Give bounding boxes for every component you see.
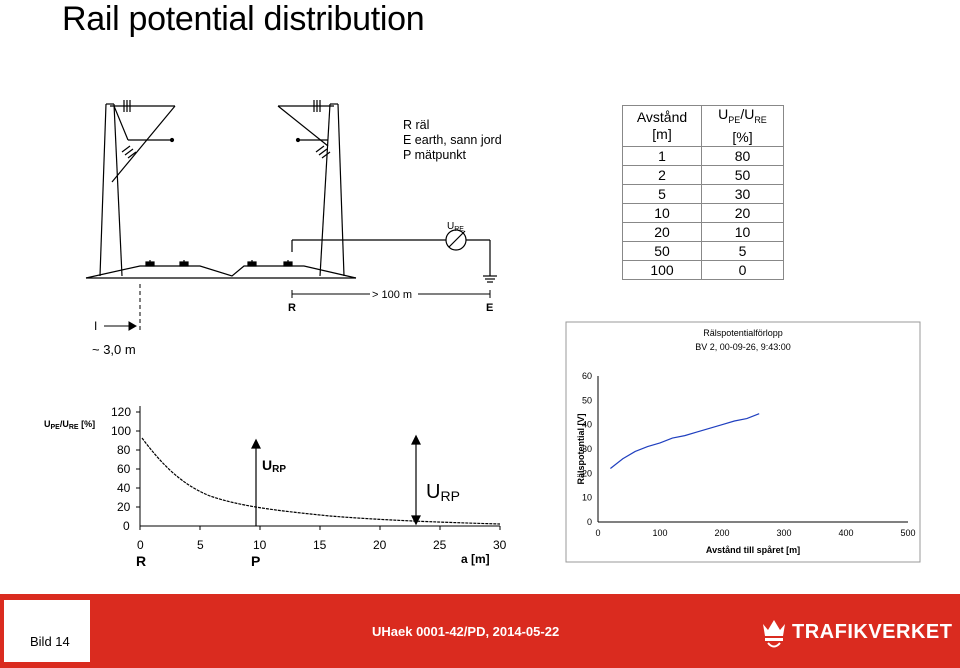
table-cell-percent: 30 (701, 183, 784, 204)
page-title: Rail potential distribution (62, 0, 425, 38)
left-xtick-label: 20 (373, 538, 387, 552)
table-row: 5 30 (622, 183, 784, 204)
right-xtick-label: 0 (595, 528, 600, 538)
right-chart-ylabel: Rälspotential [V] (576, 413, 586, 484)
left-xtick-label: 15 (313, 538, 327, 552)
right-chart-axes (597, 376, 908, 523)
ure-label: URE (447, 221, 464, 233)
right-ytick-label: 50 (582, 395, 592, 405)
right-xtick-label: 100 (652, 528, 667, 538)
table-cell-distance: 20 (622, 221, 702, 242)
mark-label: I (94, 319, 97, 333)
table-cell-percent: 20 (701, 202, 784, 223)
table-cell-percent: 80 (701, 145, 784, 166)
brand-wordmark: TRAFIKVERKET (792, 621, 953, 643)
footer-white-panel (4, 600, 90, 662)
left-xtick-label: 25 (433, 538, 447, 552)
track-bed (85, 260, 357, 279)
table-cell-distance: 1 (622, 145, 702, 166)
legend-item-measure-point: P mätpunkt (403, 148, 467, 162)
legend-item-rail: R räl (403, 118, 430, 132)
left-chart-axes (136, 406, 501, 530)
diagram-e-label: E (486, 302, 493, 314)
right-ytick-label: 60 (582, 371, 592, 381)
left-xtick-label: 30 (493, 538, 507, 552)
urp-arrow-small (251, 438, 261, 526)
table-cell-distance: 50 (622, 240, 702, 261)
left-xtick-label: 10 (253, 538, 267, 552)
legend: R räl E earth, sann jord P mätpunkt (403, 118, 502, 163)
table-cell-distance: 100 (622, 259, 702, 280)
left-ytick-label: 0 (123, 519, 130, 533)
table-header-distance: Avstånd [m] (622, 105, 702, 147)
table-cell-distance: 5 (622, 183, 702, 204)
table-row: 10 20 (622, 202, 784, 223)
left-ytick-label: 100 (111, 424, 132, 438)
crown-logo-icon (763, 620, 785, 648)
distance-percent-table: Avstånd [m] UPE/URE [%] 1 80 2 50 5 30 10 20 2… (622, 105, 784, 280)
right-ytick-label: 20 (582, 468, 592, 478)
footer-bar: Bild 14 UHaek 0001-42/PD, 2014-05-22 TRA… (0, 594, 960, 668)
table-cell-distance: 2 (622, 164, 702, 185)
left-mast (99, 100, 176, 277)
right-mast (277, 100, 345, 277)
measurement-circuit (291, 239, 497, 283)
table-header-percent: UPE/URE [%] (701, 105, 784, 147)
distance-dimension (104, 284, 491, 331)
document-reference: UHaek 0001-42/PD, 2014-05-22 (372, 624, 560, 639)
left-ytick-label: 120 (111, 405, 132, 419)
right-xtick-label: 200 (714, 528, 729, 538)
table-row: 20 10 (622, 221, 784, 242)
right-ytick-label: 40 (582, 420, 592, 430)
right-ytick-label: 30 (582, 444, 592, 454)
right-xtick-label: 500 (900, 528, 915, 538)
right-chart-title: Rälspotentialförlopp (703, 328, 783, 338)
left-ytick-label: 60 (117, 462, 131, 476)
slide-number: Bild 14 (28, 634, 72, 649)
right-xtick-label: 400 (838, 528, 853, 538)
legend-item-earth: E earth, sann jord (403, 133, 502, 147)
urp-arrow-large (411, 434, 421, 526)
table-cell-percent: 5 (701, 240, 784, 261)
table-row: 50 5 (622, 240, 784, 261)
left-ytick-label: 80 (117, 443, 131, 457)
right-chart-ticks: 0 100 200 300 400 500 0 10 20 30 40 50 60 (582, 371, 916, 538)
left-chart-ylabel: UPE/URE [%] (44, 419, 95, 431)
table-cell-percent: 50 (701, 164, 784, 185)
left-ytick-label: 20 (117, 500, 131, 514)
right-ytick-label: 10 (582, 493, 592, 503)
distance-label: > 100 m (372, 289, 412, 301)
urp-large-label: URP (426, 481, 460, 504)
urp-small-label: URP (262, 457, 286, 475)
left-xtick-label: 5 (197, 538, 204, 552)
left-chart-p-label: P (251, 553, 261, 569)
table-header-row: Avstånd [m] UPE/URE [%] (622, 105, 784, 147)
left-chart-r-label: R (136, 553, 147, 569)
left-ytick-label: 40 (117, 481, 131, 495)
table-row: 2 50 (622, 164, 784, 185)
table-cell-percent: 10 (701, 221, 784, 242)
table-row: 100 0 (622, 259, 784, 280)
left-decay-curve (141, 437, 501, 525)
voltmeter-icon (445, 229, 467, 251)
table-row: 1 80 (622, 145, 784, 166)
table-cell-percent: 0 (701, 259, 784, 280)
right-ytick-label: 0 (587, 517, 592, 527)
left-xtick-label: 0 (137, 538, 144, 552)
right-xtick-label: 300 (776, 528, 791, 538)
spacing-label: ~ 3,0 m (92, 342, 136, 357)
diagram-r-label: R (288, 302, 296, 314)
left-chart-xlabel: a [m] (461, 552, 490, 566)
right-chart-series-line (610, 413, 760, 469)
right-chart-subtitle: BV 2, 00-09-26, 9:43:00 (695, 342, 791, 352)
right-chart-frame (565, 321, 921, 563)
right-chart-xlabel: Avstånd till spåret [m] (706, 545, 800, 555)
table-cell-distance: 10 (622, 202, 702, 223)
